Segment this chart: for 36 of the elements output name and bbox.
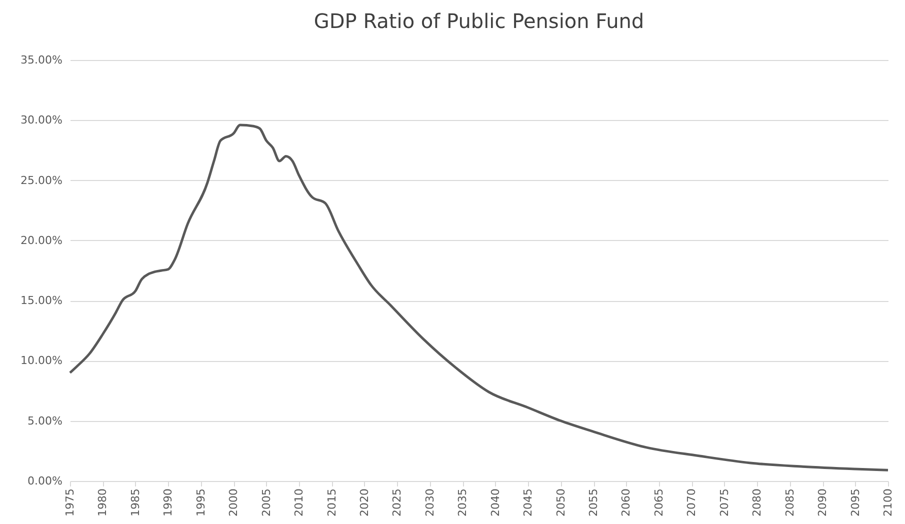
x-tick-label: 2065 [652, 488, 666, 516]
y-tick-label: 0.00% [28, 474, 62, 488]
line-series [68, 124, 890, 472]
x-tick-label: 2000 [227, 488, 240, 516]
x-tick-label: 2005 [260, 488, 273, 516]
x-tick-label: 2095 [848, 488, 862, 516]
x-tick-label: 2055 [587, 488, 600, 516]
x-tick-label: 2100 [882, 488, 894, 516]
y-tick-label: 15.00% [20, 294, 62, 308]
x-tick-label: 2010 [292, 488, 306, 516]
x-tick-label: 2085 [783, 488, 796, 516]
y-tick-label: 20.00% [20, 234, 62, 247]
y-tick-label: 30.00% [20, 114, 62, 127]
x-tick-label: 2040 [488, 488, 502, 516]
x-tick-label: 2060 [620, 488, 633, 516]
x-tick-label: 2025 [390, 488, 404, 516]
x-tick-label: 1985 [128, 488, 142, 516]
y-tick-label: 5.00% [28, 414, 62, 428]
x-tick-label: 2045 [522, 488, 535, 516]
x-tick-label: 2015 [325, 488, 338, 516]
x-tick-label: 2080 [750, 488, 764, 516]
x-tick-label: 2075 [718, 488, 731, 516]
x-tick-label: 2030 [423, 488, 436, 516]
chart-title: GDP Ratio of Public Pension Fund [314, 9, 644, 33]
x-tick-label: 1975 [64, 488, 76, 516]
x-tick-label: 2090 [816, 488, 830, 516]
y-tick-label: 25.00% [20, 174, 62, 187]
x-tick-label: 2020 [358, 488, 371, 516]
x-tick-label: 2070 [685, 488, 698, 516]
x-tick-label: 1980 [96, 488, 110, 516]
x-tick-label: 2050 [554, 488, 568, 516]
x-tick-label: 1990 [162, 488, 175, 516]
y-tick-label: 35.00% [20, 54, 62, 66]
x-tick-label: 1995 [194, 488, 208, 516]
x-tick-label: 2035 [456, 488, 470, 516]
y-tick-label: 10.00% [20, 354, 62, 368]
